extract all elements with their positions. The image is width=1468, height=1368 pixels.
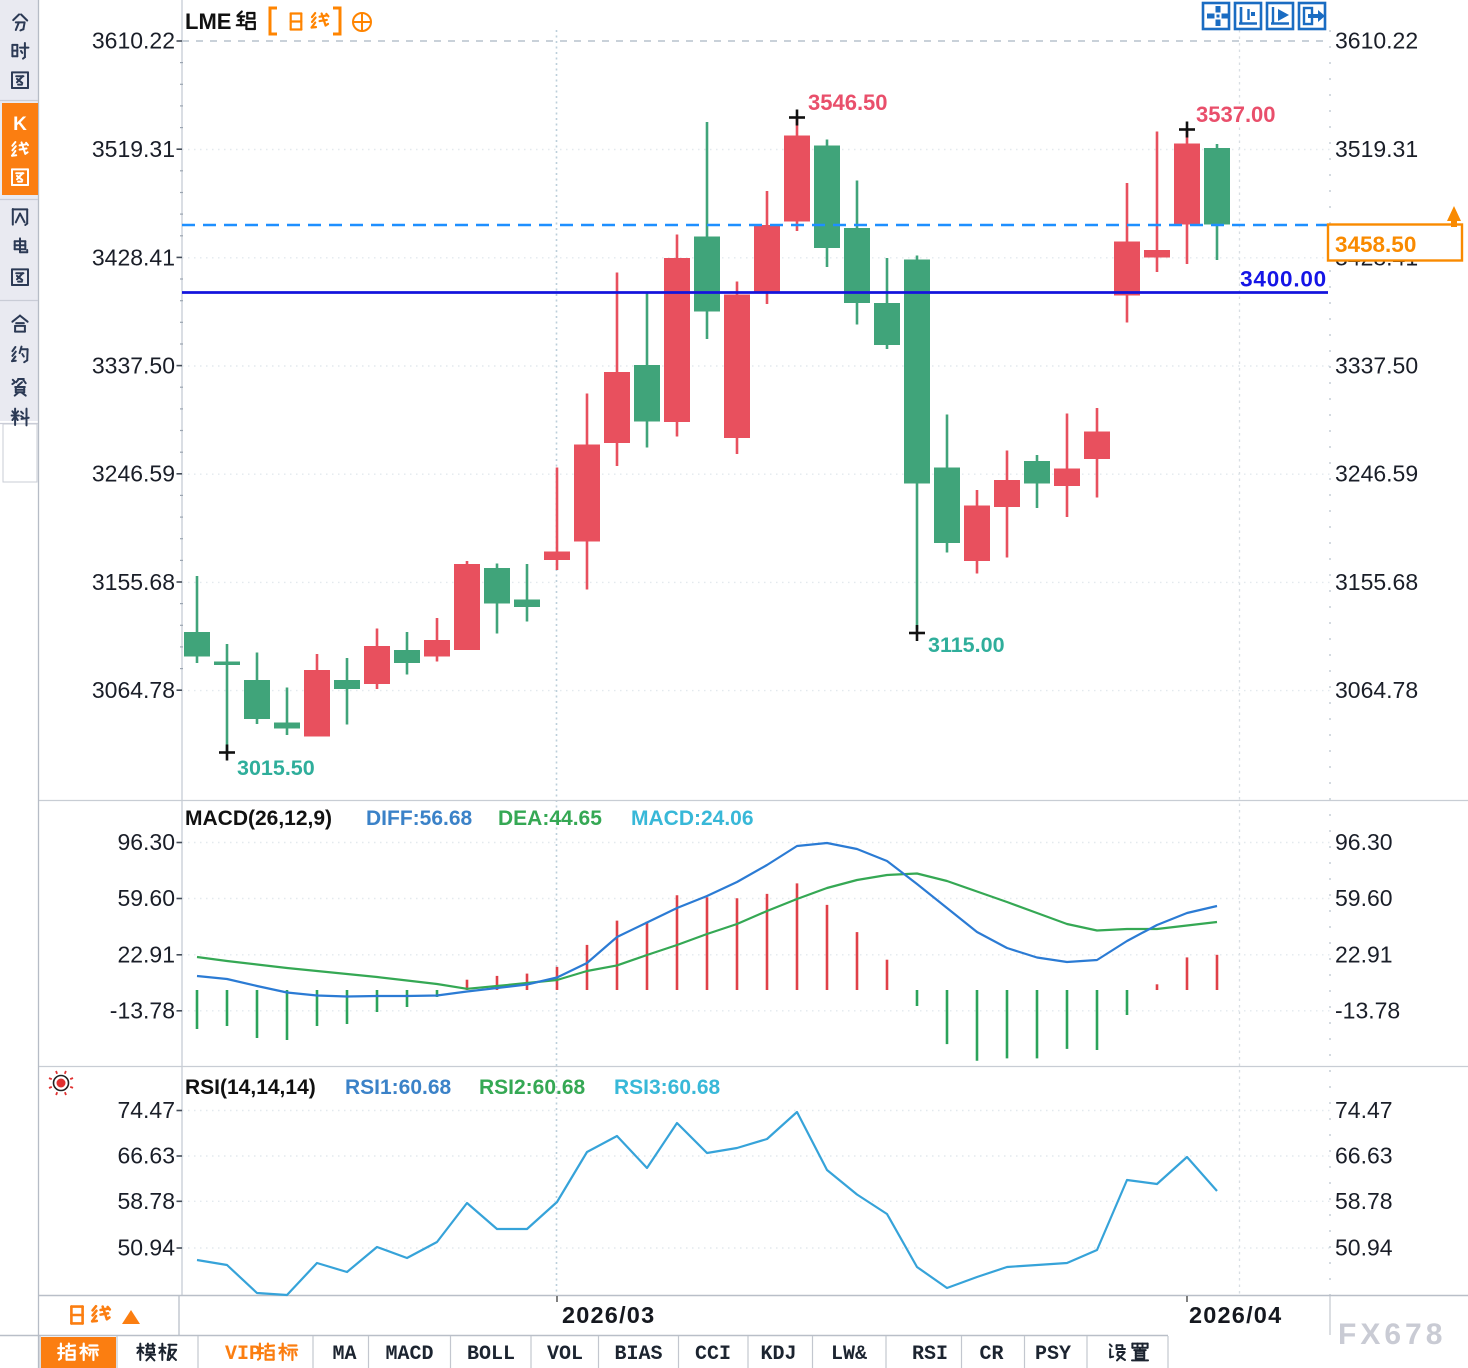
svg-text:3115.00: 3115.00 bbox=[928, 633, 1005, 657]
svg-text:3546.50: 3546.50 bbox=[808, 90, 888, 115]
svg-text:3064.78: 3064.78 bbox=[1335, 677, 1418, 703]
svg-text:LME: LME bbox=[185, 9, 231, 34]
svg-text:DIFF:56.68: DIFF:56.68 bbox=[366, 807, 473, 830]
svg-text:50.94: 50.94 bbox=[117, 1235, 175, 1261]
svg-text:3155.68: 3155.68 bbox=[1335, 569, 1418, 595]
svg-text:58.78: 58.78 bbox=[1335, 1188, 1393, 1214]
svg-text:CR: CR bbox=[979, 1343, 1003, 1366]
svg-text:3537.00: 3537.00 bbox=[1196, 102, 1276, 127]
svg-text:50.94: 50.94 bbox=[1335, 1235, 1393, 1261]
svg-text:3519.31: 3519.31 bbox=[92, 136, 175, 162]
svg-text:3015.50: 3015.50 bbox=[237, 756, 315, 780]
svg-text:96.30: 96.30 bbox=[117, 829, 175, 855]
svg-text:BIAS: BIAS bbox=[614, 1343, 662, 1366]
svg-text:FX678: FX678 bbox=[1338, 1318, 1446, 1351]
svg-text:VIP: VIP bbox=[225, 1343, 261, 1366]
svg-text:MACD: MACD bbox=[385, 1343, 433, 1366]
svg-text:-13.78: -13.78 bbox=[1335, 997, 1400, 1023]
svg-text:RSI3:60.68: RSI3:60.68 bbox=[614, 1076, 721, 1099]
svg-text:KDJ: KDJ bbox=[760, 1343, 796, 1366]
svg-text:RSI: RSI bbox=[912, 1343, 948, 1366]
svg-text:3337.50: 3337.50 bbox=[92, 353, 175, 379]
svg-text:74.47: 74.47 bbox=[1335, 1097, 1393, 1123]
svg-text:22.91: 22.91 bbox=[117, 941, 175, 967]
svg-text:3519.31: 3519.31 bbox=[1335, 136, 1418, 162]
svg-text:3155.68: 3155.68 bbox=[92, 569, 175, 595]
svg-text:66.63: 66.63 bbox=[117, 1143, 175, 1169]
svg-text:LW&: LW& bbox=[831, 1343, 867, 1366]
svg-text:59.60: 59.60 bbox=[117, 885, 175, 911]
svg-text:RSI2:60.68: RSI2:60.68 bbox=[479, 1076, 586, 1099]
svg-text:PSY: PSY bbox=[1035, 1343, 1071, 1366]
svg-text:MA: MA bbox=[332, 1343, 356, 1366]
svg-text:K: K bbox=[13, 114, 27, 135]
svg-text:-13.78: -13.78 bbox=[110, 997, 175, 1023]
svg-text:DEA:44.65: DEA:44.65 bbox=[498, 807, 602, 830]
svg-text:3458.50: 3458.50 bbox=[1335, 232, 1416, 257]
svg-text:66.63: 66.63 bbox=[1335, 1143, 1393, 1169]
svg-text:96.30: 96.30 bbox=[1335, 829, 1393, 855]
svg-text:3400.00: 3400.00 bbox=[1240, 267, 1327, 292]
svg-text:3537.00: 3537.00 bbox=[1196, 102, 1276, 127]
svg-text:2026/03: 2026/03 bbox=[562, 1302, 655, 1328]
svg-text:3428.41: 3428.41 bbox=[92, 244, 175, 270]
svg-text:3064.78: 3064.78 bbox=[92, 677, 175, 703]
svg-text:3246.59: 3246.59 bbox=[1335, 461, 1418, 487]
svg-text:3246.59: 3246.59 bbox=[92, 461, 175, 487]
svg-text:CCI: CCI bbox=[695, 1343, 731, 1366]
svg-text:MACD:24.06: MACD:24.06 bbox=[631, 807, 754, 830]
svg-text:3337.50: 3337.50 bbox=[1335, 353, 1418, 379]
svg-text:3115.00: 3115.00 bbox=[928, 633, 1005, 657]
svg-text:59.60: 59.60 bbox=[1335, 885, 1393, 911]
svg-text:RSI(14,14,14): RSI(14,14,14) bbox=[185, 1076, 316, 1099]
svg-text:3015.50: 3015.50 bbox=[237, 756, 315, 780]
svg-text:3546.50: 3546.50 bbox=[808, 90, 888, 115]
svg-text:3610.22: 3610.22 bbox=[1335, 28, 1418, 54]
svg-text:BOLL: BOLL bbox=[467, 1343, 515, 1366]
svg-text:VOL: VOL bbox=[547, 1343, 583, 1366]
svg-text:22.91: 22.91 bbox=[1335, 941, 1393, 967]
svg-text:3610.22: 3610.22 bbox=[92, 28, 175, 54]
svg-text:RSI1:60.68: RSI1:60.68 bbox=[345, 1076, 452, 1099]
svg-text:MACD(26,12,9): MACD(26,12,9) bbox=[185, 807, 332, 830]
svg-text:58.78: 58.78 bbox=[117, 1188, 175, 1214]
svg-text:74.47: 74.47 bbox=[117, 1097, 175, 1123]
svg-text:2026/04: 2026/04 bbox=[1189, 1302, 1282, 1328]
